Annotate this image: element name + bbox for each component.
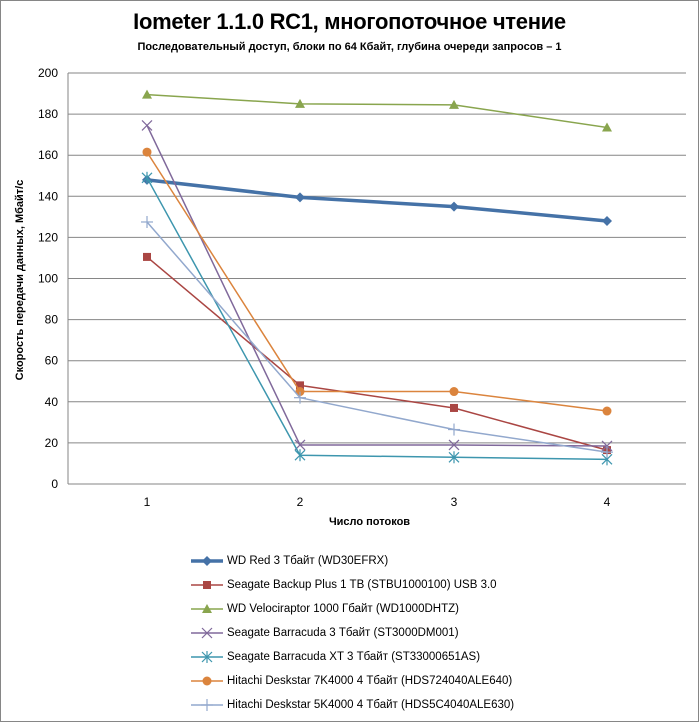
marker-diamond <box>449 201 459 212</box>
y-tick-label: 120 <box>38 230 58 244</box>
marker-x <box>448 439 460 451</box>
legend-swatch <box>191 627 223 639</box>
y-tick-label: 100 <box>38 272 58 286</box>
series-2 <box>143 252 611 455</box>
y-tick-label: 0 <box>51 477 58 491</box>
legend: WD Red 3 Тбайт (WD30EFRX) Seagate Backup … <box>189 549 514 717</box>
marker-plus <box>201 699 213 711</box>
marker-plus <box>141 215 153 228</box>
y-tick-label: 40 <box>45 395 59 409</box>
marker-star <box>294 449 306 462</box>
legend-item: Seagate Backup Plus 1 TB (STBU1000100) U… <box>189 573 514 597</box>
legend-swatch <box>191 676 223 686</box>
marker-triangle <box>202 604 212 613</box>
marker-square <box>450 403 458 412</box>
legend-item: Hitachi Deskstar 7K4000 4 Тбайт (HDS7240… <box>189 669 514 693</box>
legend-swatch <box>191 556 223 566</box>
legend-label: WD Red 3 Тбайт (WD30EFRX) <box>227 555 389 567</box>
series-6 <box>142 147 612 416</box>
legend-item: Seagate Barracuda 3 Тбайт (ST3000DM001) <box>189 621 514 645</box>
y-tick-label: 140 <box>38 189 58 203</box>
marker-triangle <box>142 89 152 99</box>
y-tick-label: 20 <box>45 436 59 450</box>
y-tick-label: 60 <box>45 354 59 368</box>
series-line <box>146 151 608 412</box>
series-3 <box>142 89 612 132</box>
marker-plus <box>294 391 306 404</box>
legend-item: Hitachi Deskstar 5K4000 4 Тбайт (HDS5C40… <box>189 693 514 717</box>
series-7 <box>141 215 613 459</box>
legend-swatch <box>191 699 223 711</box>
legend-swatch <box>191 651 223 663</box>
x-tick-label: 2 <box>297 495 304 509</box>
marker-triangle <box>295 98 305 108</box>
series-1 <box>142 174 612 226</box>
series-line <box>146 256 608 451</box>
marker-x <box>141 119 153 131</box>
series-line <box>146 178 608 223</box>
legend-item: WD Red 3 Тбайт (WD30EFRX) <box>189 549 514 573</box>
marker-x <box>601 440 613 452</box>
legend-swatch <box>191 581 223 589</box>
marker-triangle <box>449 99 459 109</box>
marker-diamond <box>295 192 305 203</box>
marker-star <box>448 451 460 464</box>
legend-swatch <box>191 604 223 613</box>
chart-title: Iometer 1.1.0 RC1, многопоточное чтение <box>133 9 566 34</box>
y-tick-label: 160 <box>38 148 58 162</box>
marker-circle <box>202 676 212 686</box>
legend-label: WD Velociraptor 1000 Гбайт (WD1000DHTZ) <box>227 603 459 615</box>
plot-area: 0 20 40 60 80 100 120 140 160 180 200 1 2 3 4 <box>38 66 686 509</box>
legend-label: Hitachi Deskstar 5K4000 4 Тбайт (HDS5C40… <box>227 699 515 711</box>
marker-circle <box>449 387 459 397</box>
x-axis-label: Число потоков <box>328 516 411 528</box>
marker-circle <box>602 406 612 416</box>
series-line <box>146 93 608 129</box>
series-line <box>146 125 608 447</box>
series-5 <box>141 171 613 466</box>
series-line <box>146 177 608 461</box>
x-tick-label: 3 <box>451 495 458 509</box>
y-tick-label: 80 <box>45 313 59 327</box>
marker-star <box>201 651 213 663</box>
marker-star <box>141 171 153 184</box>
legend-label: Seagate Barracuda XT 3 Тбайт (ST33000651… <box>227 651 481 663</box>
marker-triangle <box>602 122 612 132</box>
legend-item: Seagate Barracuda XT 3 Тбайт (ST33000651… <box>189 645 514 669</box>
y-tick-label: 200 <box>38 66 58 80</box>
marker-x <box>201 627 213 639</box>
legend-item: WD Velociraptor 1000 Гбайт (WD1000DHTZ) <box>189 597 514 621</box>
marker-circle <box>295 387 305 397</box>
marker-diamond <box>602 215 612 226</box>
legend-label: Hitachi Deskstar 7K4000 4 Тбайт (HDS7240… <box>227 675 513 687</box>
x-tick-label: 4 <box>604 495 611 509</box>
marker-diamond <box>202 556 212 566</box>
marker-square <box>296 381 304 390</box>
marker-plus <box>601 446 613 459</box>
marker-square <box>203 581 211 589</box>
y-tick-label: 180 <box>38 107 58 121</box>
chart-subtitle: Последовательный доступ, блоки по 64 Кба… <box>137 41 562 53</box>
marker-plus <box>448 423 460 436</box>
series-line <box>146 221 608 453</box>
legend-label: Seagate Backup Plus 1 TB (STBU1000100) U… <box>227 579 497 591</box>
x-tick-label: 1 <box>144 495 151 509</box>
marker-circle <box>142 147 152 157</box>
marker-square <box>143 252 151 261</box>
legend-label: Seagate Barracuda 3 Тбайт (ST3000DM001) <box>227 627 459 639</box>
